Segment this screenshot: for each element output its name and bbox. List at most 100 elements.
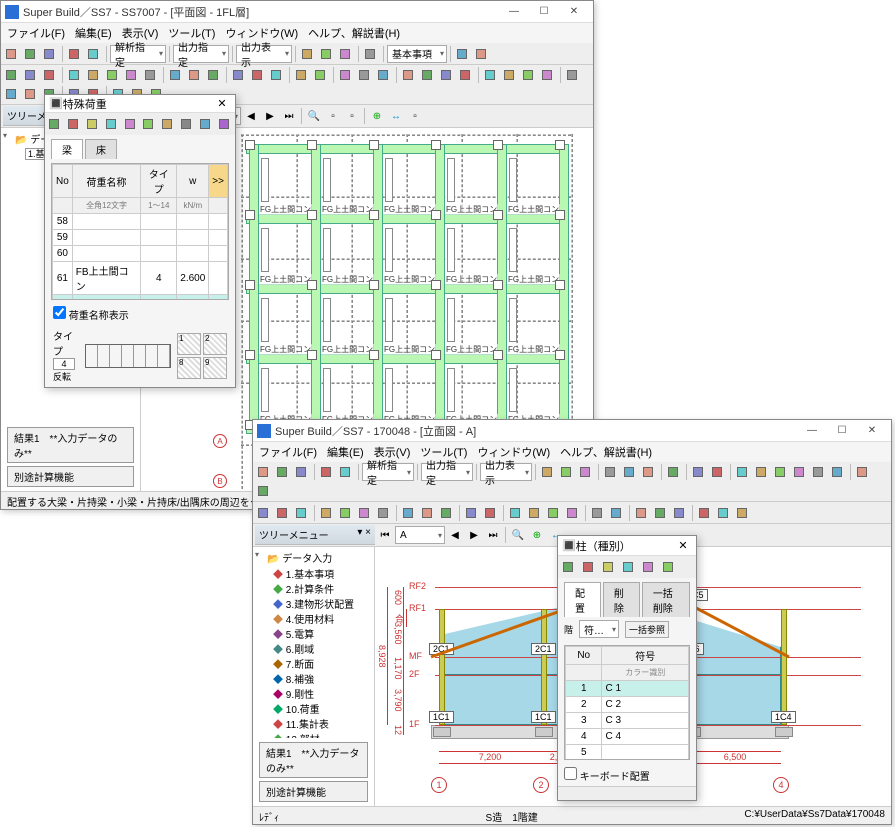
toolbar-button[interactable] [103, 115, 120, 133]
toolbar-button[interactable] [577, 463, 595, 481]
chk-kb[interactable]: キーボード配置 [564, 772, 650, 783]
toolbar-button[interactable] [122, 115, 139, 133]
calc-btn-1[interactable]: 別途計算機能 [7, 466, 134, 487]
toolbar-button[interactable] [337, 66, 355, 84]
toolbar-button[interactable] [337, 504, 355, 522]
toolbar-button[interactable] [3, 45, 21, 63]
toolbar-button[interactable] [564, 504, 582, 522]
preview-2[interactable]: 2 [203, 333, 227, 355]
toolbar-button[interactable] [520, 66, 538, 84]
toolbar-combo[interactable]: 解析指定 [110, 45, 166, 63]
toolbar-button[interactable] [22, 66, 40, 84]
toolbar-button[interactable] [696, 504, 714, 522]
toolbar-button[interactable] [375, 504, 393, 522]
toolbar-button[interactable] [293, 66, 311, 84]
menu-item[interactable]: 編集(E) [327, 444, 364, 460]
toolbar-button[interactable] [356, 66, 374, 84]
tree-item[interactable]: ◆ 7.断面 [255, 656, 372, 671]
menu-item[interactable]: ファイル(F) [7, 25, 65, 41]
close-btn-2[interactable]: ✕ [857, 421, 887, 441]
type-input[interactable] [53, 358, 75, 370]
toolbar-button[interactable] [22, 85, 40, 103]
toolbar-button[interactable] [463, 504, 481, 522]
toolbar-button[interactable] [337, 463, 355, 481]
toolbar-button[interactable] [85, 45, 103, 63]
toolbar-button[interactable] [438, 504, 456, 522]
min-btn-1[interactable]: — [499, 2, 529, 22]
loads-grid[interactable]: No荷重名称タイプw>>全角12文字1～14kN/m58596061FB上土間コ… [51, 163, 229, 300]
toolbar-button[interactable] [558, 463, 576, 481]
toolbar-button[interactable] [473, 45, 491, 63]
toolbar-button[interactable] [690, 463, 708, 481]
toolbar-button[interactable] [299, 45, 317, 63]
preview-9[interactable]: 9 [203, 357, 227, 379]
toolbar-button[interactable] [419, 66, 437, 84]
toolbar-button[interactable] [255, 463, 273, 481]
toolbar-button[interactable] [216, 115, 233, 133]
close-btn-1[interactable]: ✕ [559, 2, 589, 22]
tree-item[interactable]: ◆ 8.補強 [255, 671, 372, 686]
menu-item[interactable]: ファイル(F) [259, 444, 317, 460]
menu-item[interactable]: 編集(E) [75, 25, 112, 41]
toolbar-button[interactable] [249, 66, 267, 84]
toolbar-button[interactable] [312, 66, 330, 84]
toolbar-button[interactable] [160, 115, 177, 133]
toolbar-button[interactable] [318, 45, 336, 63]
toolbar-button[interactable] [179, 115, 196, 133]
tree-item[interactable]: ◆ 9.剛性 [255, 686, 372, 701]
toolbar-button[interactable] [293, 463, 311, 481]
toolbar-combo[interactable]: 基本事項 [387, 45, 447, 63]
toolbar-button[interactable] [104, 66, 122, 84]
tree-item[interactable]: ◆ 10.荷重 [255, 701, 372, 716]
toolbar-button[interactable] [539, 463, 557, 481]
toolbar-button[interactable] [545, 504, 563, 522]
toolbar-button[interactable] [85, 115, 102, 133]
toolbar-button[interactable] [318, 504, 336, 522]
toolbar-button[interactable] [560, 558, 578, 576]
toolbar-button[interactable] [337, 45, 355, 63]
toolbar-button[interactable] [501, 66, 519, 84]
toolbar-button[interactable] [854, 463, 872, 481]
toolbar-button[interactable] [709, 463, 727, 481]
toolbar-button[interactable] [123, 66, 141, 84]
toolbar-button[interactable] [141, 115, 158, 133]
tab-del[interactable]: 削 除 [603, 582, 640, 617]
toolbar-button[interactable] [47, 115, 64, 133]
toolbar-button[interactable] [652, 504, 670, 522]
toolbar-button[interactable] [608, 504, 626, 522]
max-btn-2[interactable]: ☐ [827, 421, 857, 441]
toolbar-button[interactable] [66, 115, 83, 133]
toolbar-button[interactable] [734, 463, 752, 481]
calc-btn-2[interactable]: 別途計算機能 [259, 781, 368, 802]
toolbar-button[interactable] [539, 66, 557, 84]
toolbar-button[interactable] [772, 463, 790, 481]
toolbar-button[interactable] [66, 45, 84, 63]
menu-item[interactable]: ヘルプ、解説書(H) [308, 25, 400, 41]
toolbar-button[interactable] [457, 66, 475, 84]
toolbar-combo[interactable]: 解析指定 [362, 463, 414, 481]
toolbar-button[interactable] [589, 504, 607, 522]
toolbar-button[interactable] [640, 558, 658, 576]
toolbar-button[interactable] [810, 463, 828, 481]
toolbar-button[interactable] [197, 115, 214, 133]
toolbar-button[interactable] [230, 66, 248, 84]
toolbar-button[interactable] [791, 463, 809, 481]
toolbar-button[interactable] [375, 66, 393, 84]
toolbar-button[interactable] [734, 504, 752, 522]
toolbar-button[interactable] [268, 66, 286, 84]
chk-showname[interactable]: 荷重名称表示 [53, 311, 129, 322]
min-btn-2[interactable]: — [797, 421, 827, 441]
tree-item[interactable]: ◆ 11.集計表 [255, 716, 372, 731]
toolbar-button[interactable] [753, 463, 771, 481]
toolbar-button[interactable] [564, 66, 582, 84]
tree-item[interactable]: ◆ 1.基本事項 [255, 566, 372, 581]
zoom-icon[interactable]: 🔍 [305, 107, 323, 125]
toolbar-button[interactable] [620, 558, 638, 576]
toolbar-button[interactable] [3, 66, 21, 84]
col-grid[interactable]: No符号カラー識別1C 12C 23C 34C 45678C 59C 61011… [564, 645, 690, 760]
toolbar-button[interactable] [715, 504, 733, 522]
tab-delall[interactable]: 一括削除 [642, 582, 690, 617]
tab-beam[interactable]: 梁 [51, 139, 83, 159]
tab-floor[interactable]: 床 [85, 139, 117, 159]
toolbar-button[interactable] [167, 66, 185, 84]
